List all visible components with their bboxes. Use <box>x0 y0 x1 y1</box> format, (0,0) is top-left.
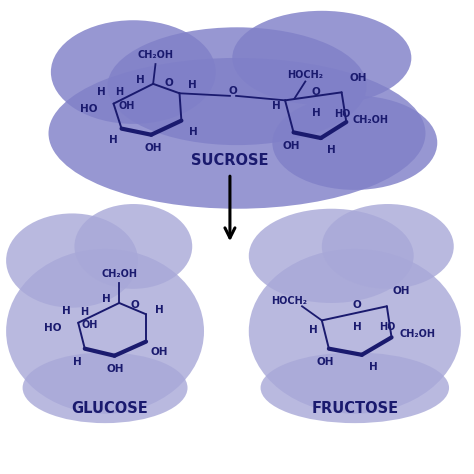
Ellipse shape <box>23 353 188 423</box>
Text: HOCH₂: HOCH₂ <box>287 70 323 80</box>
Ellipse shape <box>322 204 454 289</box>
Text: H: H <box>101 294 110 304</box>
Text: H: H <box>109 136 118 146</box>
Ellipse shape <box>6 213 138 308</box>
Text: CH₂OH: CH₂OH <box>400 328 436 338</box>
Text: H: H <box>272 101 281 111</box>
Text: OH: OH <box>118 101 135 111</box>
Text: FRUCTOSE: FRUCTOSE <box>311 401 398 417</box>
Text: O: O <box>352 300 361 310</box>
Text: OH: OH <box>316 357 334 367</box>
Text: OH: OH <box>145 143 162 153</box>
Ellipse shape <box>273 96 438 190</box>
Text: O: O <box>229 86 237 96</box>
Text: HOCH₂: HOCH₂ <box>271 296 307 306</box>
Text: OH: OH <box>392 286 410 296</box>
Text: HO: HO <box>80 104 98 114</box>
Text: H: H <box>188 80 197 90</box>
Text: OH: OH <box>349 73 367 83</box>
Text: H: H <box>327 145 336 155</box>
Text: HO: HO <box>334 109 351 118</box>
Text: CH₂OH: CH₂OH <box>101 269 137 279</box>
Text: OH: OH <box>283 141 300 151</box>
Ellipse shape <box>261 353 449 423</box>
Text: HO: HO <box>44 323 61 333</box>
Text: OH: OH <box>107 364 124 374</box>
Text: H: H <box>80 308 88 318</box>
Text: SUCROSE: SUCROSE <box>191 153 269 168</box>
Text: GLUCOSE: GLUCOSE <box>72 401 148 417</box>
Text: CH₂OH: CH₂OH <box>137 50 173 60</box>
Text: H: H <box>369 362 378 372</box>
Text: H: H <box>62 306 71 316</box>
Ellipse shape <box>249 249 461 414</box>
Text: OH: OH <box>151 347 168 357</box>
Text: H: H <box>312 108 320 118</box>
Text: O: O <box>311 87 320 97</box>
Text: H: H <box>136 75 144 85</box>
Text: HO: HO <box>379 322 395 332</box>
Text: O: O <box>164 78 173 88</box>
Text: O: O <box>131 300 139 310</box>
Ellipse shape <box>51 20 216 124</box>
Text: H: H <box>155 305 164 315</box>
Text: CH₂OH: CH₂OH <box>353 115 389 125</box>
Text: H: H <box>73 357 82 367</box>
Ellipse shape <box>6 249 204 414</box>
Text: H: H <box>309 325 318 335</box>
Ellipse shape <box>232 11 411 105</box>
Text: H: H <box>189 128 198 137</box>
Ellipse shape <box>74 204 192 289</box>
Text: OH: OH <box>82 320 98 330</box>
Ellipse shape <box>48 58 426 209</box>
Text: H: H <box>115 87 123 97</box>
Ellipse shape <box>249 209 414 303</box>
Ellipse shape <box>108 27 366 145</box>
Text: H: H <box>97 87 106 97</box>
Text: H: H <box>353 321 362 331</box>
